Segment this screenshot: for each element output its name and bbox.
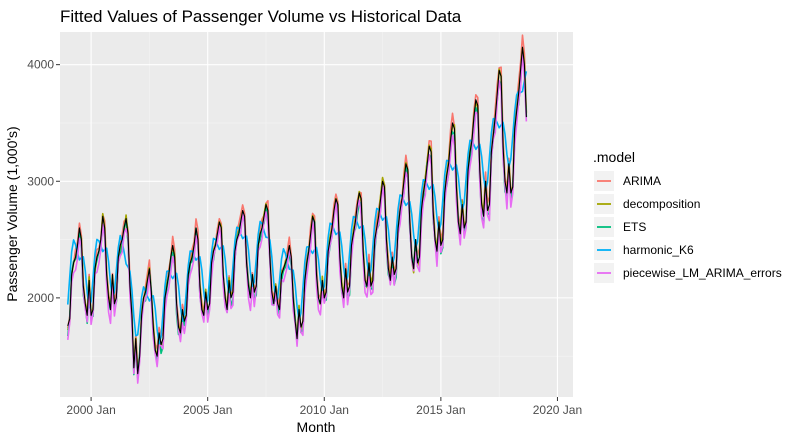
legend-label: piecewise_LM_ARIMA_errors <box>623 266 782 280</box>
y-axis-title: Passenger Volume (1,000's) <box>4 126 20 301</box>
legend-title: .model <box>593 149 635 165</box>
x-tick-label: 2005 Jan <box>183 403 232 417</box>
historical-line <box>67 46 527 375</box>
y-tick-label: 3000 <box>27 174 54 188</box>
series-line-piecewise_LM_ARIMA_errors <box>66 52 528 384</box>
x-axis: 2000 Jan 2005 Jan 2010 Jan 2015 Jan 2020 Jan <box>66 397 582 417</box>
minor-gridlines <box>60 32 573 397</box>
x-tick-label: 2000 Jan <box>66 403 115 417</box>
y-tick-label: 4000 <box>27 58 54 72</box>
y-tick-label: 2000 <box>27 291 54 305</box>
x-tick-label: 2015 Jan <box>416 403 465 417</box>
legend-label: ARIMA <box>623 174 661 188</box>
x-tick-label: 2010 Jan <box>300 403 349 417</box>
series-layer <box>66 34 528 384</box>
legend: .model ARIMA decomposition ETS harmonic_K6p… <box>593 149 782 283</box>
x-tick-label: 2020 Jan <box>533 403 582 417</box>
chart-title: Fitted Values of Passenger Volume vs His… <box>60 7 462 26</box>
legend-label: decomposition <box>623 197 700 211</box>
legend-label: ETS <box>623 220 646 234</box>
legend-label: harmonic_K6 <box>623 243 694 257</box>
x-axis-title: Month <box>297 419 336 435</box>
y-axis: 2000 3000 4000 <box>27 58 60 305</box>
